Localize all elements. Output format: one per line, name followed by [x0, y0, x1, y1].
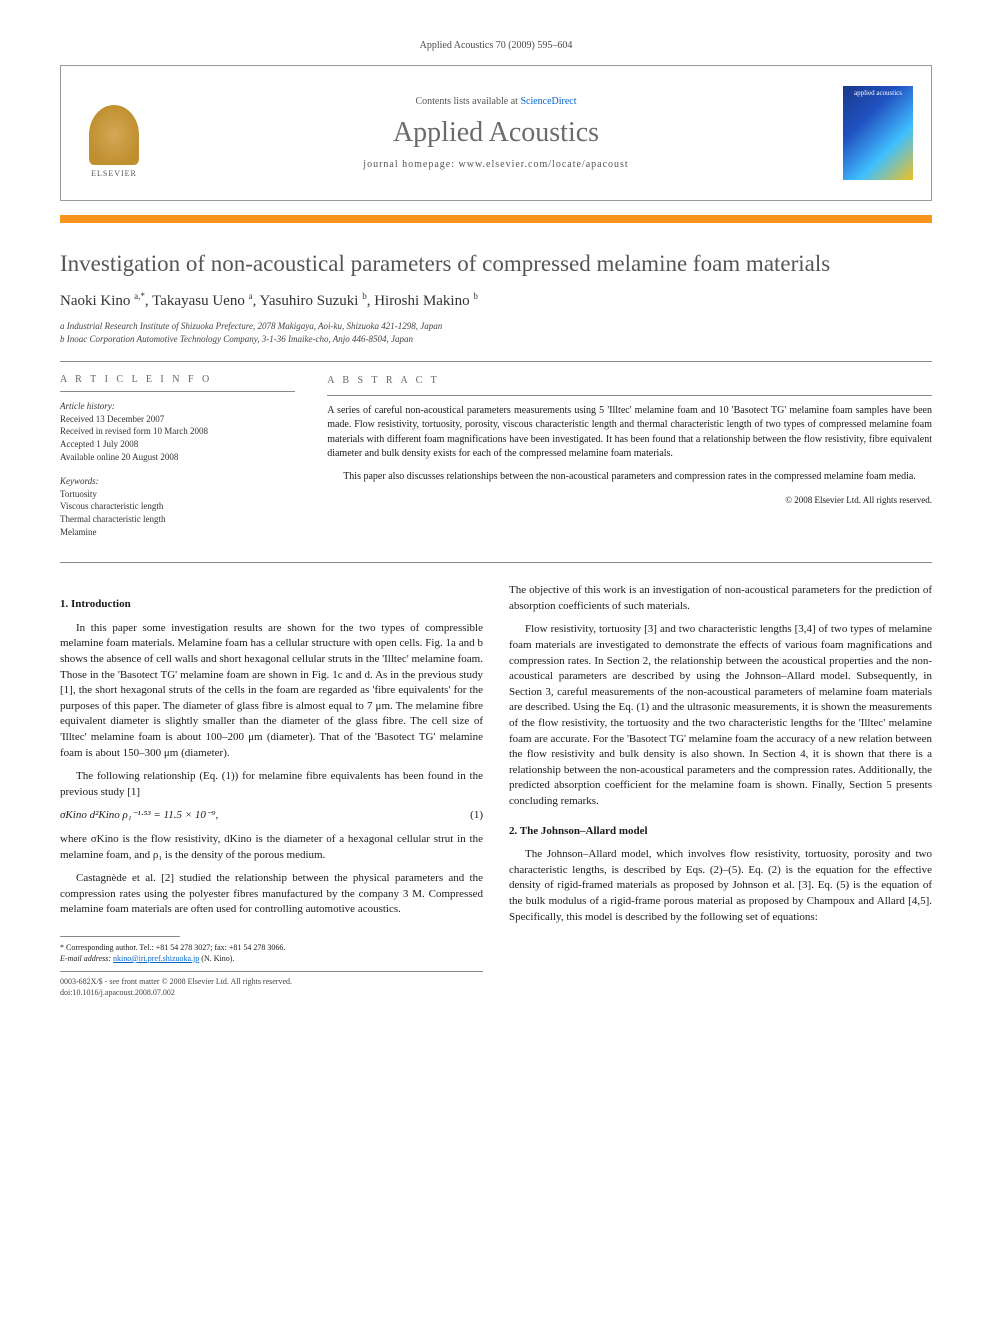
sec1-p2: The following relationship (Eq. (1)) for…	[60, 769, 483, 800]
article-info-column: A R T I C L E I N F O Article history: R…	[60, 362, 311, 562]
abstract-label: A B S T R A C T	[327, 374, 932, 396]
footer-bar: 0003-682X/$ - see front matter © 2008 El…	[60, 971, 483, 999]
body-columns: 1. Introduction In this paper some inves…	[60, 583, 932, 998]
affiliation-a: a Industrial Research Institute of Shizu…	[60, 320, 932, 333]
article-title: Investigation of non-acoustical paramete…	[60, 251, 932, 277]
article-history: Article history: Received 13 December 20…	[60, 400, 295, 463]
history-revised: Received in revised form 10 March 2008	[60, 425, 295, 438]
publisher-logo: ELSEVIER	[79, 88, 149, 178]
corr-email-link[interactable]: nkino@iri.pref.shizuoka.jp	[113, 954, 199, 963]
keyword-4: Melamine	[60, 526, 295, 539]
sec1-p3: where σKino is the flow resistivity, dKi…	[60, 832, 483, 863]
cover-label: applied acoustics	[854, 90, 902, 97]
contents-line: Contents lists available at ScienceDirec…	[149, 96, 843, 107]
history-accepted: Accepted 1 July 2008	[60, 438, 295, 451]
elsevier-tree-icon	[89, 105, 139, 165]
right-column: The objective of this work is an investi…	[509, 583, 932, 998]
history-received: Received 13 December 2007	[60, 413, 295, 426]
homepage-line: journal homepage: www.elsevier.com/locat…	[149, 159, 843, 170]
journal-title: Applied Acoustics	[149, 117, 843, 149]
publisher-label: ELSEVIER	[91, 169, 137, 178]
info-abstract-block: A R T I C L E I N F O Article history: R…	[60, 361, 932, 563]
contents-prefix: Contents lists available at	[415, 96, 520, 107]
homepage-prefix: journal homepage:	[363, 159, 458, 170]
article-info-label: A R T I C L E I N F O	[60, 374, 295, 392]
abstract-copyright: © 2008 Elsevier Ltd. All rights reserved…	[327, 494, 932, 507]
col2-p2: Flow resistivity, tortuosity [3] and two…	[509, 622, 932, 809]
section-2-heading: 2. The Johnson–Allard model	[509, 824, 932, 840]
sec1-p4: Castagnède et al. [2] studied the relati…	[60, 871, 483, 918]
journal-cover-thumb: applied acoustics	[843, 86, 913, 180]
eq1-number: (1)	[470, 808, 483, 824]
keyword-1: Tortuosity	[60, 488, 295, 501]
keywords-block: Keywords: Tortuosity Viscous characteris…	[60, 475, 295, 538]
col2-p1: The objective of this work is an investi…	[509, 583, 932, 614]
corresponding-footnote: * Corresponding author. Tel.: +81 54 278…	[60, 943, 483, 965]
sec1-p1: In this paper some investigation results…	[60, 621, 483, 761]
keywords-label: Keywords:	[60, 475, 295, 488]
sciencedirect-link[interactable]: ScienceDirect	[520, 96, 576, 107]
history-label: Article history:	[60, 400, 295, 413]
footnote-separator	[60, 936, 180, 937]
footer-front-matter: 0003-682X/$ - see front matter © 2008 El…	[60, 976, 483, 987]
corr-author-line: * Corresponding author. Tel.: +81 54 278…	[60, 943, 483, 954]
affiliation-b: b Inoac Corporation Automotive Technolog…	[60, 333, 932, 346]
accent-bar	[60, 215, 932, 223]
sec2-p1: The Johnson–Allard model, which involves…	[509, 847, 932, 925]
email-suffix: (N. Kino).	[201, 954, 234, 963]
equation-1: σKino d²Kino ρ₁⁻¹·⁵³ = 11.5 × 10⁻⁹, (1)	[60, 808, 483, 824]
abstract-p1: A series of careful non-acoustical param…	[327, 404, 932, 462]
history-online: Available online 20 August 2008	[60, 451, 295, 464]
eq1-formula: σKino d²Kino ρ₁⁻¹·⁵³ = 11.5 × 10⁻⁹,	[60, 808, 218, 824]
abstract-column: A B S T R A C T A series of careful non-…	[311, 362, 932, 562]
journal-header-box: ELSEVIER Contents lists available at Sci…	[60, 65, 932, 201]
section-1-heading: 1. Introduction	[60, 597, 483, 613]
left-column: 1. Introduction In this paper some inves…	[60, 583, 483, 998]
keyword-2: Viscous characteristic length	[60, 500, 295, 513]
abstract-p2: This paper also discusses relationships …	[327, 470, 932, 485]
homepage-url: www.elsevier.com/locate/apacoust	[459, 159, 629, 170]
keyword-3: Thermal characteristic length	[60, 513, 295, 526]
authors-line: Naoki Kino a,*, Takayasu Ueno a, Yasuhir…	[60, 291, 932, 310]
footer-doi: doi:10.1016/j.apacoust.2008.07.002	[60, 987, 483, 998]
header-citation: Applied Acoustics 70 (2009) 595–604	[60, 40, 932, 51]
email-label: E-mail address:	[60, 954, 111, 963]
affiliations: a Industrial Research Institute of Shizu…	[60, 320, 932, 345]
